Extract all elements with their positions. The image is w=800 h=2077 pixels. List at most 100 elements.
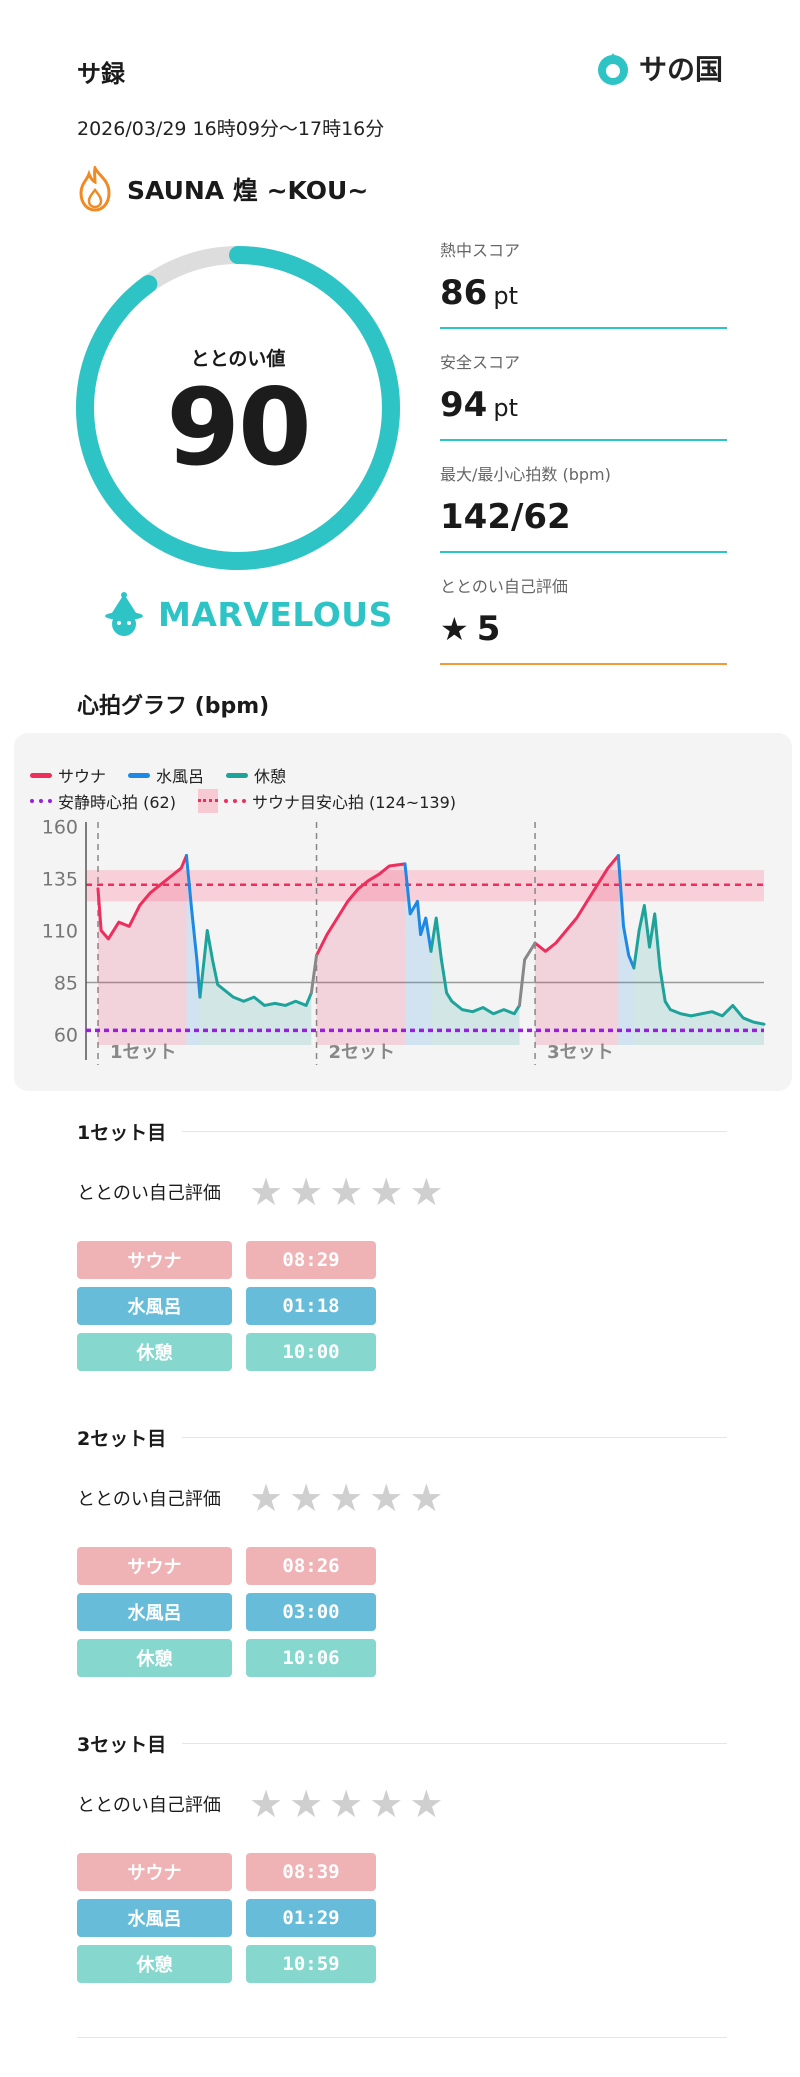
star-icon[interactable]: ★: [409, 1476, 444, 1520]
y-tick-label: 60: [54, 1025, 78, 1047]
star-icon[interactable]: ★: [329, 1782, 364, 1826]
set-2: 2セット目 ととのい自己評価 ★ ★ ★ ★ ★ サウナ 08:26 水風呂 03:00 休…: [77, 1424, 727, 1677]
facility-name: SAUNA 煌 ~KOU~: [127, 176, 369, 205]
legend-resting-hr-label: 安静時心拍 (62): [58, 793, 176, 812]
heart-rate-range-value-row: 142/62: [440, 497, 727, 553]
legend-target-hr: サウナ目安心拍 (124~139): [197, 789, 456, 813]
series-line: [616, 854, 636, 970]
series-area: [199, 930, 312, 1045]
set-label: 2セット: [329, 1042, 396, 1063]
legend-rest-label: 休憩: [254, 767, 287, 786]
star-icon[interactable]: ★: [249, 1476, 284, 1520]
sauna-chip: サウナ: [77, 1853, 232, 1891]
water-bath-time: 03:00: [246, 1593, 376, 1631]
self-evaluation-label: ととのい自己評価: [440, 577, 568, 596]
legend-resting-hr: 安静時心拍 (62): [30, 789, 176, 813]
series-line: [517, 941, 537, 1007]
page-title: サ録: [77, 60, 125, 88]
self-evaluation-value: 5: [476, 609, 501, 649]
star-icon[interactable]: ★: [369, 1476, 404, 1520]
totonoi-gauge: ととのい値 90: [72, 242, 404, 574]
series-area: [633, 905, 764, 1045]
safety-score-unit: pt: [493, 394, 518, 422]
star-icon[interactable]: ★: [369, 1782, 404, 1826]
set-eval-label: ととのい自己評価: [77, 1795, 221, 1816]
heart-rate-range-value: 142/62: [440, 497, 571, 537]
legend-sauna-label: サウナ: [58, 767, 107, 786]
series-line: [403, 862, 433, 953]
sauna-chip: サウナ: [77, 1547, 232, 1585]
water-bath-time: 01:29: [246, 1899, 376, 1937]
star-icon[interactable]: ★: [249, 1170, 284, 1214]
series-area: [618, 855, 634, 1045]
sauna-time: 08:29: [246, 1241, 376, 1279]
series-line: [309, 953, 319, 995]
facility[interactable]: SAUNA 煌 ~KOU~: [77, 166, 368, 212]
series-area: [404, 863, 431, 1045]
star-icon[interactable]: ★: [409, 1782, 444, 1826]
y-tick-label: 160: [42, 816, 78, 838]
star-rating[interactable]: ★ ★ ★ ★ ★: [249, 1173, 443, 1211]
sauna-hat-mascot-icon: [105, 592, 143, 636]
series-area: [316, 863, 405, 1045]
water-bath-chip: 水風呂: [77, 1899, 232, 1937]
star-icon[interactable]: ★: [249, 1782, 284, 1826]
star-rating[interactable]: ★ ★ ★ ★ ★: [249, 1785, 443, 1823]
totonoi-value: 90: [166, 366, 312, 489]
set-label: 1セット: [110, 1042, 177, 1063]
totonoi-label: ととのい値: [190, 348, 286, 370]
safety-score: 安全スコア 94 pt: [440, 349, 727, 441]
sauna-time: 08:39: [246, 1853, 376, 1891]
water-bath-time: 01:18: [246, 1287, 376, 1325]
y-tick-label: 110: [42, 921, 78, 943]
legend-rest: 休憩: [226, 763, 286, 787]
star-icon[interactable]: ★: [329, 1170, 364, 1214]
chart-legend: サウナ 水風呂 休憩 安静時心拍 (62) サウナ目安心拍 (124~139): [30, 762, 456, 814]
set-title: 3セット目: [77, 1734, 167, 1756]
star-rating[interactable]: ★ ★ ★ ★ ★: [249, 1479, 443, 1517]
legend-water-label: 水風呂: [156, 767, 205, 786]
heat-score-value-row: 86 pt: [440, 273, 727, 329]
self-evaluation: ととのい自己評価 ★ 5: [440, 573, 727, 665]
heart-rate-range-label: 最大/最小心拍数 (bpm): [440, 465, 611, 484]
bottom-divider: [77, 2037, 727, 2038]
set-eval-label: ととのい自己評価: [77, 1489, 221, 1510]
set-title: 1セット目: [77, 1122, 167, 1144]
series-line: [429, 916, 521, 1016]
series-line: [632, 904, 766, 1026]
series-line: [315, 862, 407, 957]
star-icon[interactable]: ★: [369, 1170, 404, 1214]
star-icon[interactable]: ★: [289, 1170, 324, 1214]
star-icon[interactable]: ★: [409, 1170, 444, 1214]
legend-target-hr-label: サウナ目安心拍 (124~139): [251, 793, 456, 812]
legend-water: 水風呂: [128, 763, 204, 787]
series-line: [198, 929, 313, 1007]
water-bath-chip: 水風呂: [77, 1593, 232, 1631]
heat-score-value: 86: [440, 273, 488, 313]
safety-score-label: 安全スコア: [440, 353, 521, 372]
water-drop-icon: [597, 53, 628, 85]
set-eval-label: ととのい自己評価: [77, 1183, 221, 1204]
series-area: [535, 855, 619, 1045]
rest-time: 10:06: [246, 1639, 376, 1677]
brand-logo-text: サの国: [638, 53, 723, 86]
graph-title: 心拍グラフ (bpm): [77, 694, 270, 719]
set-title: 2セット目: [77, 1428, 167, 1450]
set-3: 3セット目 ととのい自己評価 ★ ★ ★ ★ ★ サウナ 08:39 水風呂 01:29 休…: [77, 1730, 727, 1983]
heart-rate-range: 最大/最小心拍数 (bpm) 142/62: [440, 461, 727, 553]
gauge-progress: [76, 246, 400, 570]
heat-score-unit: pt: [493, 282, 518, 310]
star-icon[interactable]: ★: [329, 1476, 364, 1520]
rank-text: MARVELOUS: [158, 594, 393, 634]
star-icon[interactable]: ★: [289, 1476, 324, 1520]
water-bath-chip: 水風呂: [77, 1287, 232, 1325]
brand-logo: サの国: [595, 48, 723, 88]
heat-score: 熱中スコア 86 pt: [440, 237, 727, 329]
star-icon[interactable]: ★: [289, 1782, 324, 1826]
heart-rate-chart: 160 135 110 85 60 1セット 2セット 3セット: [42, 816, 766, 1065]
set-label: 3セット: [547, 1042, 614, 1063]
sauna-time: 08:26: [246, 1547, 376, 1585]
legend-sauna: サウナ: [30, 763, 106, 787]
series-line: [184, 854, 202, 999]
y-tick-label: 85: [54, 973, 78, 995]
